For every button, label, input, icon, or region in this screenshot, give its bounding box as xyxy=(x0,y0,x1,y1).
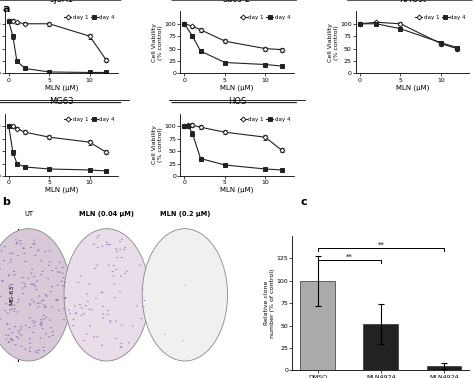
Title: Saos-2: Saos-2 xyxy=(223,0,251,4)
Title: SJSA1: SJSA1 xyxy=(49,0,73,4)
Text: **: ** xyxy=(377,242,384,248)
Legend: day 1, day 4: day 1, day 4 xyxy=(239,116,291,123)
Legend: day 1, day 4: day 1, day 4 xyxy=(239,14,291,20)
Legend: day 1, day 4: day 1, day 4 xyxy=(415,14,466,20)
Title: MG63: MG63 xyxy=(49,97,73,106)
Bar xyxy=(427,366,461,370)
Title: HOS: HOS xyxy=(228,97,246,106)
Text: a: a xyxy=(2,4,10,14)
X-axis label: MLN (μM): MLN (μM) xyxy=(45,186,78,193)
Text: UT: UT xyxy=(24,211,33,217)
Title: NHOst: NHOst xyxy=(399,0,426,4)
Text: MLN (0.2 μM): MLN (0.2 μM) xyxy=(160,211,210,217)
Y-axis label: Relative clone
number (% of control): Relative clone number (% of control) xyxy=(264,268,275,338)
X-axis label: MLN (μM): MLN (μM) xyxy=(220,84,254,90)
Y-axis label: Cell Viability
(% control): Cell Viability (% control) xyxy=(152,125,163,164)
Text: **: ** xyxy=(346,254,353,260)
Text: MLN (0.04 μM): MLN (0.04 μM) xyxy=(79,211,134,217)
Text: c: c xyxy=(301,197,308,206)
Bar xyxy=(301,280,335,370)
Text: MG-63: MG-63 xyxy=(9,285,14,305)
X-axis label: MLN (μM): MLN (μM) xyxy=(396,84,429,90)
Legend: day 1, day 4: day 1, day 4 xyxy=(64,14,115,20)
Text: b: b xyxy=(2,197,10,206)
X-axis label: MLN (μM): MLN (μM) xyxy=(45,84,78,90)
Y-axis label: Cell Viability
(% control): Cell Viability (% control) xyxy=(152,23,163,62)
Bar xyxy=(364,324,398,370)
Y-axis label: Cell Viability
(% control): Cell Viability (% control) xyxy=(328,23,339,62)
Legend: day 1, day 4: day 1, day 4 xyxy=(64,116,115,123)
X-axis label: MLN (μM): MLN (μM) xyxy=(220,186,254,193)
